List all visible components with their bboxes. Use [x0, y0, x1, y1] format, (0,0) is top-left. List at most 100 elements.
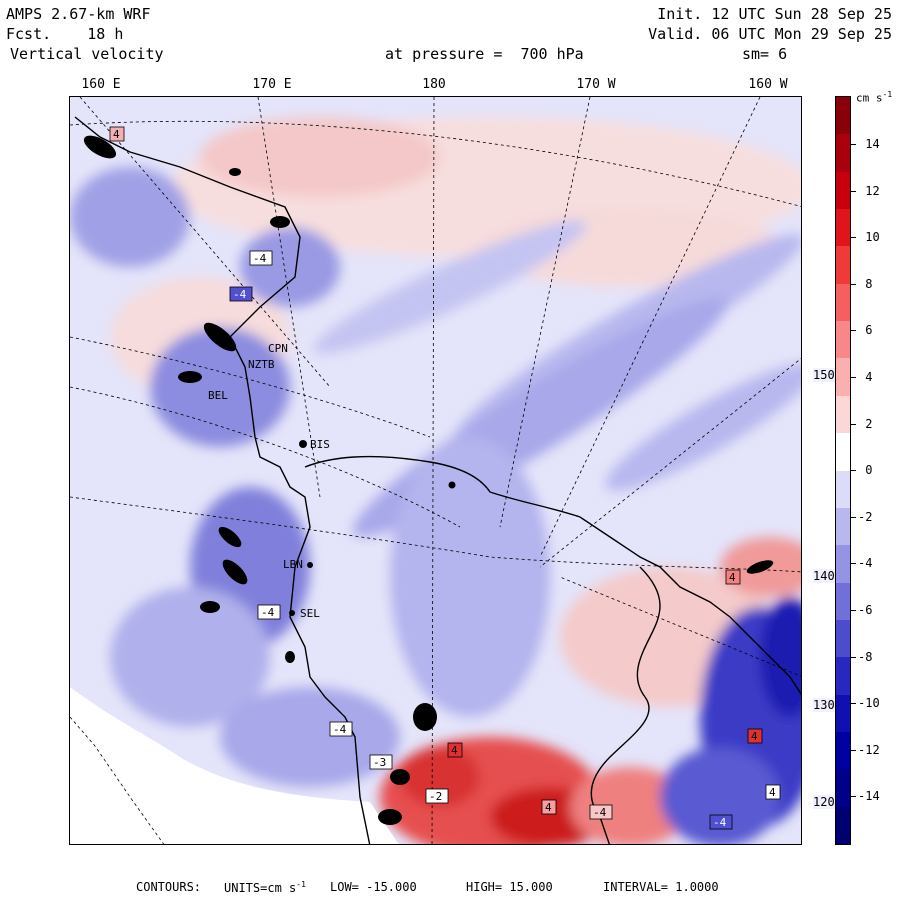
lon-label-170w: 170 W	[576, 77, 616, 92]
colorbar-tick-mark	[851, 190, 856, 192]
colorbar-segment	[836, 283, 850, 322]
colorbar-tick-mark	[851, 703, 856, 705]
footer-low: LOW= -15.000	[330, 880, 417, 894]
init-time: Init. 12 UTC Sun 28 Sep 25	[657, 5, 892, 23]
svg-text:4: 4	[751, 730, 758, 743]
colorbar-segment	[836, 97, 850, 135]
station-dot	[448, 481, 456, 489]
colorbar-tick-mark	[851, 470, 856, 472]
contour-label: -4	[249, 250, 273, 266]
station-dot-bis	[299, 440, 307, 448]
colorbar-tick-mark	[851, 283, 856, 285]
footer-interval: INTERVAL= 1.0000	[603, 880, 719, 894]
svg-text:4: 4	[113, 128, 120, 141]
colorbar-tick-mark	[851, 516, 856, 518]
colorbar-segment	[836, 433, 850, 471]
colorbar-segment	[836, 395, 850, 434]
colorbar-segment	[836, 358, 850, 397]
map-canvas: BIS LBN SEL CPN NZTB BEL 4 -4 -4 -4 4 -4…	[70, 97, 801, 844]
pressure-value: 700 hPa	[520, 45, 584, 63]
contour-label: 4	[109, 126, 125, 142]
station-nztb: NZTB	[248, 358, 275, 371]
colorbar-segment	[836, 470, 850, 509]
coastline	[74, 116, 801, 844]
colorbar-tick-label: 8	[858, 276, 873, 291]
svg-text:4: 4	[729, 571, 736, 584]
svg-text:-4: -4	[253, 252, 267, 265]
station-dot-sel	[289, 610, 295, 616]
colorbar-tick-label: -14	[858, 789, 880, 804]
colorbar-segment	[836, 507, 850, 546]
svg-text:4: 4	[769, 786, 776, 799]
land-mask	[70, 687, 399, 844]
contour-label: -3	[369, 754, 393, 770]
contour-label: -4	[709, 814, 733, 830]
svg-text:-3: -3	[373, 756, 386, 769]
station-lbn: LBN	[283, 558, 303, 571]
contour-label: -4	[589, 804, 613, 820]
pressure-level: at pressure = 700 hPa	[385, 44, 584, 64]
colorbar-tick-label: 0	[858, 463, 873, 478]
graticule-line	[70, 716, 165, 844]
colorbar-segment	[836, 134, 850, 173]
forecast-hour: Fcst. 18 h	[6, 24, 123, 44]
colorbar-tick-label: 14	[858, 137, 880, 151]
valid-time: Valid. 06 UTC Mon 29 Sep 25	[648, 25, 892, 43]
smoothing-value: sm= 6	[742, 45, 788, 63]
colorbar-tick-label: 2	[858, 416, 873, 431]
terrain-features	[83, 135, 774, 825]
colorbar-segment	[836, 171, 850, 210]
lon-label-160e: 160 E	[81, 77, 121, 92]
contour-label: 4	[747, 728, 763, 744]
station-markers: BIS LBN SEL CPN NZTB BEL	[208, 342, 456, 620]
colorbar-tick-mark	[851, 237, 856, 239]
lon-label-170e: 170 E	[252, 77, 292, 92]
station-cpn: CPN	[268, 342, 288, 355]
colorbar-tick-mark	[851, 610, 856, 611]
colorbar-tick-label: -12	[858, 742, 880, 757]
contour-labels: 4 -4 -4 -4 4 -4 4 -3 -2 4 -4 4 -4 4	[109, 126, 781, 830]
colorbar-segment	[836, 246, 850, 285]
svg-text:-4: -4	[593, 806, 607, 819]
contour-label: -2	[425, 788, 449, 804]
colorbar-segment	[836, 619, 850, 658]
station-bel: BEL	[208, 389, 228, 402]
contour-label: -4	[257, 604, 281, 620]
colorbar-segment	[836, 731, 850, 770]
footer-contours-label: CONTOURS:	[136, 880, 202, 894]
colorbar-tick-label: -10	[858, 696, 880, 711]
lon-label-160w: 160 W	[748, 77, 788, 92]
colorbar-tick-label: -8	[858, 649, 873, 664]
colorbar-segment	[836, 582, 850, 621]
colorbar-segment	[836, 806, 850, 845]
colorbar-tick-label: -6	[858, 603, 873, 617]
contour-label: 4	[447, 742, 463, 758]
colorbar-tick-mark	[851, 330, 856, 332]
colorbar-segment	[836, 657, 850, 696]
colorbar-tick-mark	[851, 144, 856, 145]
svg-text:-4: -4	[333, 723, 347, 736]
svg-text:4: 4	[545, 801, 552, 814]
svg-text:-4: -4	[713, 816, 727, 829]
colorbar-segment	[836, 694, 850, 733]
pressure-label: at pressure =	[385, 45, 503, 63]
colorbar-unit: cm s-1	[856, 90, 893, 105]
footer-high: HIGH= 15.000	[466, 880, 553, 894]
station-sel: SEL	[300, 607, 320, 620]
svg-text:-2: -2	[429, 790, 442, 803]
colorbar-tick-label: 6	[858, 323, 873, 338]
contour-label: -4	[329, 721, 353, 737]
model-title: AMPS 2.67-km WRF	[6, 5, 151, 23]
field-shading	[70, 117, 801, 844]
colorbar-segment	[836, 209, 850, 247]
colorbar-tick-mark	[851, 377, 856, 378]
colorbar-tick-label: 12	[858, 183, 880, 198]
svg-text:-4: -4	[261, 606, 275, 619]
colorbar-segment	[836, 769, 850, 808]
contour-label: 4	[725, 569, 741, 585]
colorbar-tick-mark	[851, 749, 856, 751]
colorbar-tick-mark	[851, 796, 856, 798]
station-dot-lbn	[307, 562, 313, 568]
colorbar	[835, 96, 851, 845]
forecast-label: Fcst.	[6, 25, 52, 43]
